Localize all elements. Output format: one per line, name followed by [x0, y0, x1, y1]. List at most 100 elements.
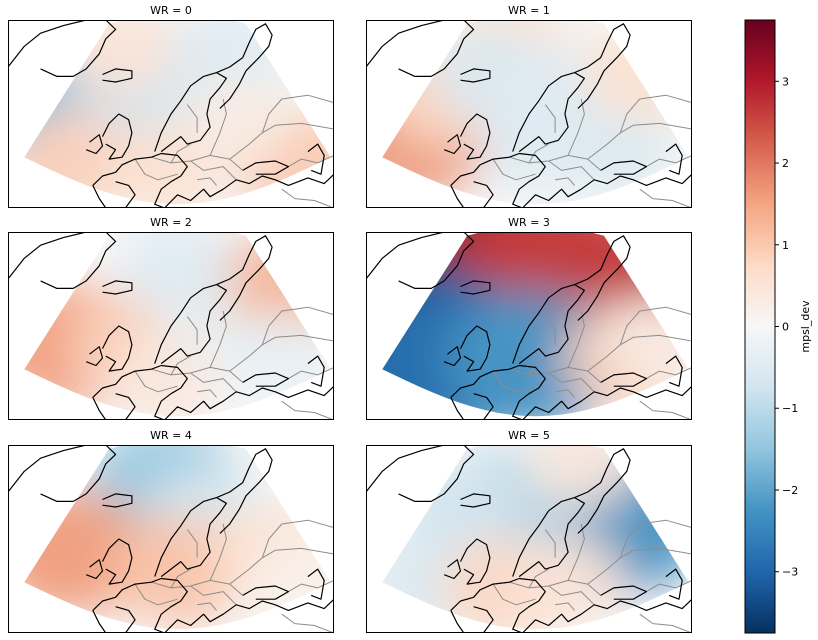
country-border — [229, 334, 334, 372]
country-border — [190, 160, 237, 181]
coastline — [459, 325, 491, 372]
coastline — [512, 71, 585, 153]
country-border — [170, 143, 191, 164]
country-border — [639, 400, 692, 420]
coastline — [450, 577, 692, 633]
country-border — [544, 529, 556, 558]
coastline — [216, 235, 273, 321]
coastline — [460, 68, 491, 83]
coastline — [8, 445, 117, 503]
coastline — [92, 393, 136, 420]
country-border — [190, 585, 237, 606]
coastline — [366, 232, 475, 290]
coastline — [102, 68, 133, 83]
country-border — [639, 188, 692, 208]
country-border — [567, 523, 585, 581]
coastline — [366, 20, 475, 78]
coastline — [154, 283, 227, 365]
coastline — [8, 20, 117, 78]
colorbar-scale — [744, 19, 776, 634]
country-border — [197, 177, 217, 186]
country-border — [646, 154, 692, 168]
panel-frame — [366, 445, 692, 633]
panel-frame — [366, 232, 692, 420]
anomaly-center — [476, 98, 595, 192]
anomaly-field — [382, 445, 689, 630]
country-border — [186, 529, 198, 558]
coastline — [8, 232, 117, 290]
country-border — [288, 154, 334, 168]
coastline — [574, 23, 631, 109]
coastline — [101, 113, 133, 160]
country-border — [528, 143, 549, 164]
panel-frame — [8, 20, 334, 208]
colorbar-tick-label: −1 — [782, 402, 798, 415]
panel-title: WR = 0 — [150, 4, 192, 17]
anomaly-center — [246, 537, 331, 624]
country-border — [492, 158, 536, 181]
country-border — [567, 310, 585, 368]
country-border — [288, 366, 334, 380]
country-border — [134, 370, 178, 393]
colorbar-tick-label: 2 — [782, 157, 789, 170]
country-border — [209, 98, 227, 156]
coastline — [216, 448, 273, 534]
anomaly-field — [24, 445, 331, 630]
colorbar-label: mpsl_dev — [799, 300, 812, 353]
panel-title: WR = 1 — [508, 4, 550, 17]
country-border — [492, 583, 536, 606]
map-panel-wr-3: WR = 3 — [366, 216, 692, 420]
country-border — [209, 310, 227, 368]
anomaly-center — [524, 445, 639, 509]
coastline — [450, 606, 494, 633]
colorbar-tick-label: 1 — [782, 239, 789, 252]
panel-frame — [8, 232, 334, 420]
country-border — [587, 122, 692, 160]
panel-grid: WR = 0 WR = 1 WR = 2 WR = 3 WR = 4 WR = 5 — [8, 4, 692, 633]
country-border — [186, 316, 198, 345]
country-border — [229, 122, 334, 160]
coastline — [460, 280, 491, 295]
country-border — [646, 366, 692, 380]
map-panel-wr-4: WR = 4 — [8, 429, 334, 633]
anomaly-center — [118, 232, 237, 315]
country-border — [646, 579, 692, 593]
coastline — [600, 585, 647, 600]
colorbar-tick-label: −2 — [782, 484, 798, 497]
coastline — [216, 23, 273, 109]
country-border — [209, 523, 227, 581]
coastline — [450, 364, 692, 420]
coastline — [460, 493, 491, 508]
panel-title: WR = 4 — [150, 429, 192, 442]
coastline — [450, 152, 692, 208]
coastline — [600, 372, 647, 387]
country-border — [528, 355, 549, 376]
panel-title: WR = 2 — [150, 216, 192, 229]
country-border — [134, 158, 178, 181]
anomaly-center — [229, 312, 331, 402]
coastline — [92, 152, 334, 208]
country-border — [281, 400, 334, 420]
coastline — [154, 496, 227, 578]
coastline — [450, 393, 494, 420]
coastline — [242, 585, 289, 600]
coastline — [101, 538, 133, 585]
country-border — [548, 372, 595, 393]
panel-frame — [366, 20, 692, 208]
country-border — [509, 154, 602, 171]
coastline — [665, 355, 683, 387]
map-panel-wr-1: WR = 1 — [366, 4, 692, 208]
country-border — [170, 568, 191, 589]
country-border — [509, 366, 602, 383]
country-border — [619, 519, 692, 558]
country-border — [509, 579, 602, 596]
country-border — [555, 177, 575, 186]
anomaly-center — [582, 25, 689, 122]
coastline — [574, 235, 631, 321]
country-border — [134, 583, 178, 606]
colorbar-tick-label: 3 — [782, 75, 789, 88]
country-border — [151, 579, 244, 596]
anomaly-center — [183, 75, 295, 165]
coastline — [307, 355, 325, 387]
